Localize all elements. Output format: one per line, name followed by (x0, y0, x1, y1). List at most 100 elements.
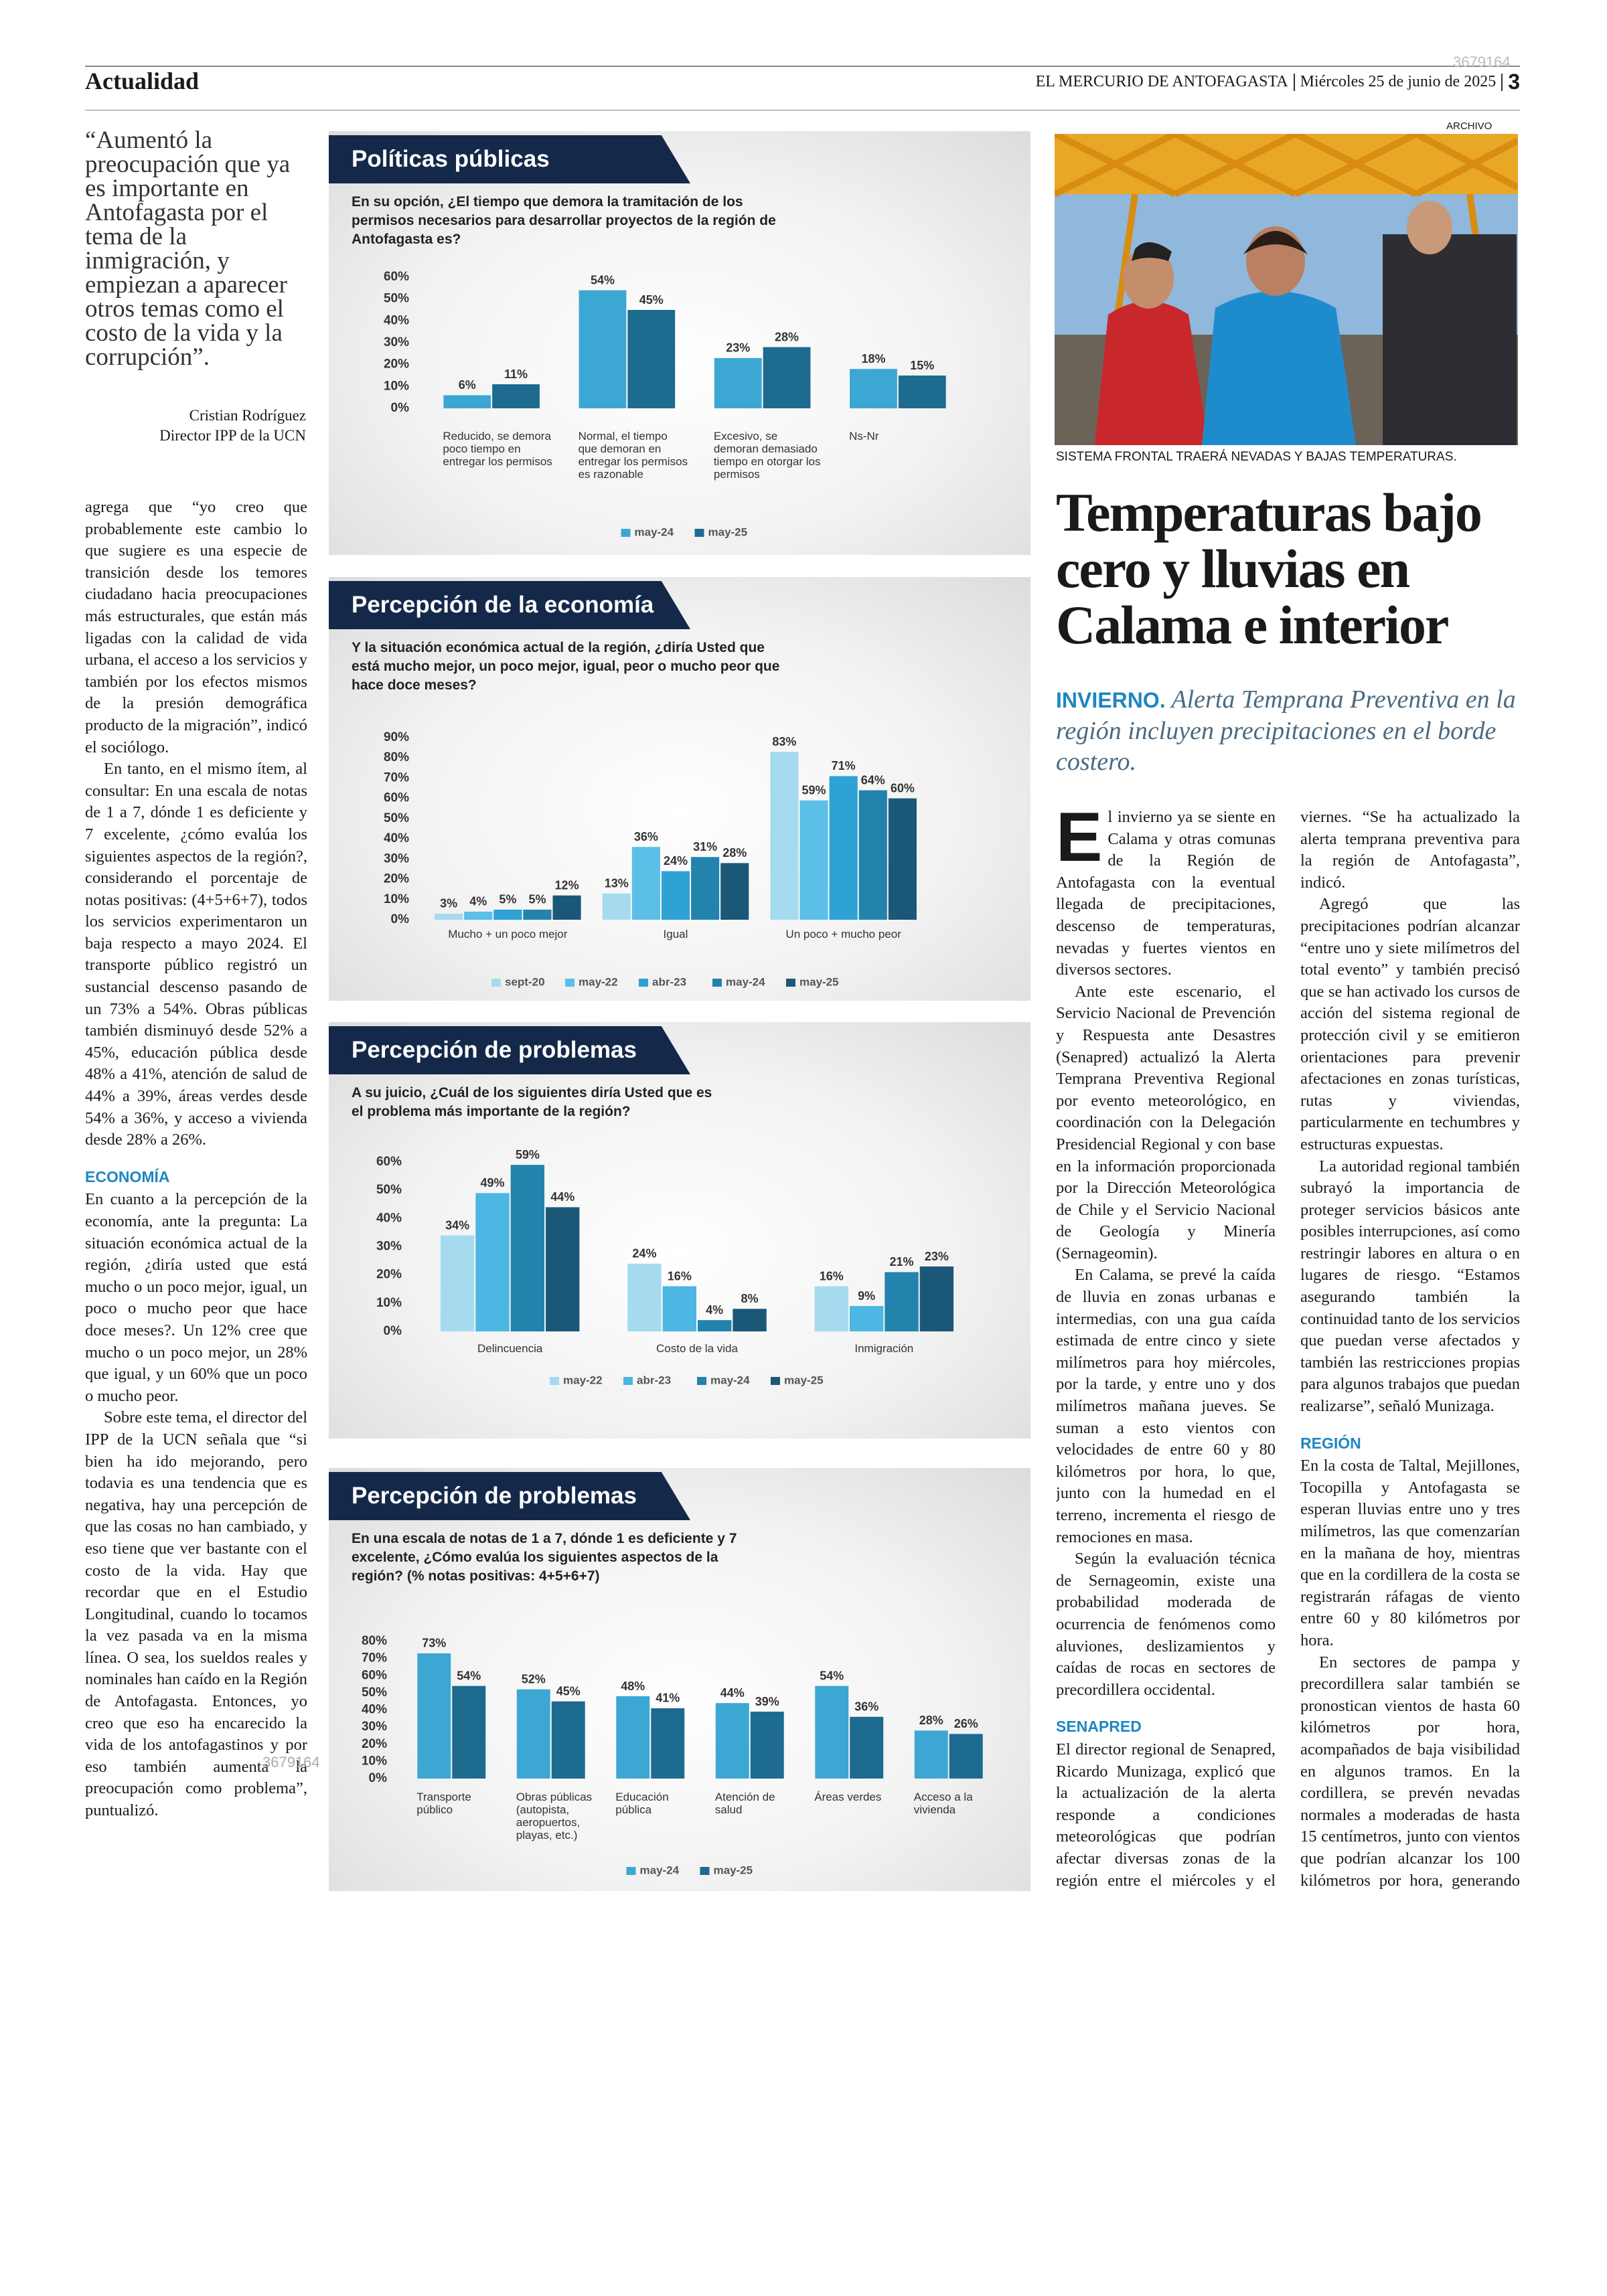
chart: 0% 10% 20% 30% 40% 50% 60% Reducido, se demora … (384, 270, 946, 538)
bar (662, 1286, 696, 1331)
value-label: 4% (706, 1303, 723, 1317)
chart-panel: 0% 10% 20% 30% 40% 50% 60% 70% 80% Transporte púb… (329, 1468, 1030, 1891)
legend-label: sept-20 (505, 975, 545, 988)
bar (417, 1653, 451, 1779)
x-tick-label: Igual (663, 928, 688, 940)
bar (552, 895, 581, 920)
bar (750, 1712, 784, 1779)
chart: 0% 10% 20% 30% 40% 50% 60% 70% 80% 90% Mucho + un … (384, 730, 917, 988)
bar (464, 911, 493, 920)
paragraph: En sectores de pampa y precordillera sal… (1300, 1653, 1520, 1890)
date: Miércoles 25 de junio de 2025 (1300, 73, 1497, 90)
page-number: 3 (1508, 70, 1520, 94)
y-tick-label: 10% (376, 1296, 402, 1310)
value-label: 13% (605, 876, 629, 890)
value-label: 28% (919, 1714, 943, 1727)
legend-swatch (621, 529, 631, 537)
bar (919, 1266, 954, 1331)
value-label: 54% (457, 1669, 481, 1682)
photo (1055, 134, 1518, 445)
legend-label: abr-23 (637, 1374, 671, 1386)
y-tick-label: 30% (384, 851, 409, 866)
value-label: 6% (459, 378, 476, 392)
bar (720, 863, 749, 920)
legend-label: may-25 (799, 975, 839, 988)
chart-panel: 0% 10% 20% 30% 40% 50% 60% 70% 80% 90% Mucho + un … (329, 577, 1030, 1001)
bar (850, 1716, 884, 1779)
headline: Temperaturas bajo cero y lluvias en Cala… (1056, 482, 1482, 655)
watermark: 3679164 (1453, 54, 1511, 70)
chart: 0% 10% 20% 30% 40% 50% 60% 70% 80% Transporte púb… (362, 1634, 983, 1876)
chart-panel: 0% 10% 20% 30% 40% 50% 60% Delincuencia 34% 49% 59… (329, 1022, 1030, 1439)
legend-label: may-24 (726, 975, 765, 988)
category-label-box: Inmigración (854, 1342, 913, 1355)
x-tick-label: Atención de salud (714, 1791, 775, 1816)
paper-name: EL MERCURIO DE ANTOFAGASTA (1035, 73, 1288, 90)
x-tick-label: Reducido, se demora poco tiempo en entre… (443, 430, 552, 468)
chart-title: Políticas públicas (329, 135, 690, 183)
bar (443, 395, 491, 408)
bar (651, 1708, 685, 1779)
y-tick-label: 50% (384, 292, 409, 306)
y-tick-label: 40% (362, 1703, 387, 1717)
blue-jacket (1202, 291, 1356, 445)
quote-author: Cristian Rodríguez (189, 407, 306, 424)
photo-caption: SISTEMA FRONTAL TRAERÁ NEVADAS Y BAJAS T… (1056, 450, 1457, 464)
paragraph: La autoridad regional también subrayó la… (1300, 1157, 1520, 1416)
subheading: REGIÓN (1300, 1434, 1361, 1452)
bar (885, 1272, 919, 1331)
paragraph: Según la evaluación técnica de Sernageom… (1056, 1550, 1276, 1699)
bar (733, 1309, 767, 1331)
bar (898, 376, 946, 408)
y-tick-label: 50% (376, 1183, 402, 1197)
y-tick-label: 70% (362, 1651, 387, 1665)
bar (516, 1689, 550, 1779)
bar (440, 1235, 475, 1331)
legend-label: may-25 (708, 525, 748, 538)
chart: 0% 10% 20% 30% 40% 50% 60% Delincuencia 34% 49% 59… (376, 1148, 954, 1386)
value-label: 16% (820, 1269, 844, 1283)
bar (579, 290, 627, 408)
bar (551, 1701, 585, 1779)
bar (888, 798, 917, 920)
category-label-box: Transporte público (416, 1791, 471, 1816)
value-label: 39% (755, 1695, 779, 1708)
value-label: 28% (775, 330, 799, 343)
y-tick-label: 20% (384, 357, 409, 372)
y-tick-label: 50% (384, 811, 409, 825)
deck: INVIERNO. Alerta Temprana Preventiva en … (1056, 684, 1518, 777)
legend-label: may-22 (579, 975, 618, 988)
chart-title: Percepción de problemas (329, 1472, 690, 1520)
legend-swatch (623, 1377, 633, 1385)
value-label: 24% (632, 1247, 656, 1260)
value-label: 18% (861, 352, 885, 365)
bar (770, 752, 799, 920)
category-label-box: Excesivo, se demoran demasiado tiempo en… (714, 430, 821, 481)
x-tick-label: Ns-Nr (849, 430, 879, 442)
hair (1243, 231, 1308, 254)
value-label: 49% (480, 1176, 504, 1190)
bar (849, 1306, 884, 1331)
x-tick-label: Obras públicas (autopista, aeropuertos, … (516, 1791, 593, 1841)
value-label: 11% (504, 367, 528, 381)
bar (435, 913, 463, 920)
background-people (1383, 234, 1517, 445)
y-tick-label: 30% (384, 335, 409, 349)
legend-swatch (626, 1867, 636, 1875)
y-tick-label: 0% (391, 912, 410, 926)
value-label: 41% (656, 1692, 680, 1705)
value-label: 15% (910, 359, 934, 372)
paragraph: agrega que “yo creo que probablemente es… (85, 498, 307, 756)
category-label-box: Delincuencia (477, 1342, 542, 1355)
value-label: 26% (954, 1717, 978, 1730)
deck-text: Alerta Temprana Preventiva en la región … (1056, 685, 1516, 776)
paragraph: En la costa de Taltal, Mejillones, Tocop… (1300, 1457, 1520, 1649)
masthead: EL MERCURIO DE ANTOFAGASTA Miércoles 25 … (1036, 70, 1520, 94)
left-body: agrega que “yo creo que probablemente es… (85, 497, 307, 1896)
bar (475, 1193, 510, 1331)
paragraph: En tanto, en el mismo ítem, al consultar… (85, 760, 307, 1149)
y-tick-label: 0% (369, 1771, 388, 1785)
y-tick-label: 20% (384, 872, 409, 886)
legend-label: abr-23 (652, 975, 686, 988)
value-label: 3% (440, 897, 457, 910)
